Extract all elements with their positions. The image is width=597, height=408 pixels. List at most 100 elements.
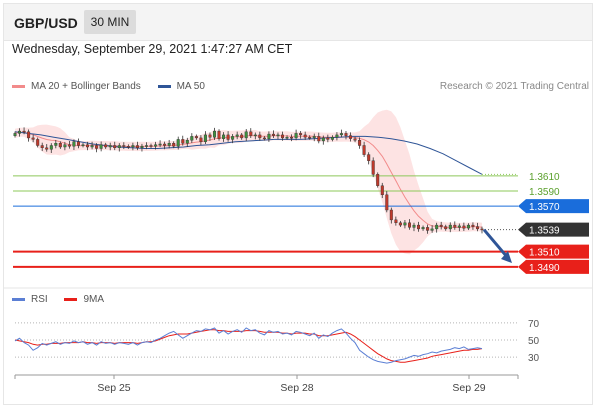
candle-body xyxy=(271,133,275,136)
candle-body xyxy=(81,144,85,146)
candle-body xyxy=(426,227,430,231)
candle-body xyxy=(126,146,130,148)
candle-body xyxy=(117,145,121,148)
candle-body xyxy=(226,134,230,140)
candle-body xyxy=(217,130,221,139)
candle-body xyxy=(330,136,334,140)
candle-body xyxy=(13,133,17,136)
rsi-level-label-50: 50 xyxy=(528,336,540,347)
level-label-resistance-1: 1.3590 xyxy=(529,187,560,198)
projection-arrow-head xyxy=(501,251,512,264)
candle-body xyxy=(294,133,298,139)
candle-body xyxy=(462,225,466,229)
projection-arrow-shaft xyxy=(482,228,510,260)
candle-body xyxy=(389,209,393,221)
last-price-tag xyxy=(518,222,589,237)
candle-body xyxy=(358,139,362,146)
candle-body xyxy=(380,185,384,195)
candle-body xyxy=(326,137,330,140)
candle-body xyxy=(67,144,71,147)
last-price-label: 1.3539 xyxy=(529,226,560,237)
candle-body xyxy=(457,225,461,228)
candle-body xyxy=(63,144,67,148)
candle-body xyxy=(349,135,353,139)
candle-body xyxy=(444,226,448,230)
candle-body xyxy=(317,136,321,142)
legend-rsi-swatch xyxy=(12,297,25,301)
legend-9ma-label: 9MA xyxy=(83,294,105,305)
candle-body xyxy=(398,222,402,226)
candle-body xyxy=(476,226,480,230)
candle-body xyxy=(231,136,235,140)
candle-body xyxy=(158,143,162,146)
legend-ma50-swatch xyxy=(157,84,171,88)
legend-rsi-label: RSI xyxy=(31,294,48,305)
candle-body xyxy=(208,134,212,138)
candle-body xyxy=(367,154,371,161)
candle-body xyxy=(140,146,144,149)
candle-body xyxy=(353,138,357,141)
candle-body xyxy=(58,142,62,148)
candle-body xyxy=(430,228,434,231)
legend-ma20-bollinger: MA 20 + Bollinger Bands xyxy=(12,81,141,92)
candle-body xyxy=(339,133,343,136)
candle-body xyxy=(471,224,475,227)
candle-body xyxy=(181,139,185,144)
level-tag-pivot-2 xyxy=(518,199,589,214)
timeframe-button[interactable]: 30 MIN xyxy=(84,10,136,34)
candle-body xyxy=(262,137,266,140)
chart-datetime: Wednesday, September 29, 2021 1:47:27 AM… xyxy=(12,42,293,56)
candle-body xyxy=(417,224,421,230)
candle-body xyxy=(240,134,244,139)
candle-body xyxy=(308,136,312,139)
candle-body xyxy=(190,136,194,141)
candle-body xyxy=(167,142,171,146)
candle-body xyxy=(466,224,470,229)
candle-body xyxy=(371,160,375,175)
candle-body xyxy=(54,142,58,146)
candle-body xyxy=(163,143,167,146)
candle-body xyxy=(244,131,248,139)
candle-body xyxy=(108,145,112,148)
candle-body xyxy=(435,224,439,230)
candle-body xyxy=(385,194,389,211)
level-label-support-4: 1.3510 xyxy=(529,248,560,259)
candle-body xyxy=(249,131,253,136)
legend-rsi: RSI xyxy=(12,294,48,305)
candle-body xyxy=(95,145,99,149)
candle-body xyxy=(281,134,285,139)
x-tick-label: Sep 25 xyxy=(97,382,130,394)
candle-body xyxy=(276,134,280,137)
candle-body xyxy=(135,145,139,148)
candle-body xyxy=(99,144,103,149)
legend-ma50: MA 50 xyxy=(157,81,205,92)
candle-body xyxy=(439,224,443,227)
candle-body xyxy=(154,144,158,147)
price-legend: MA 20 + Bollinger Bands MA 50 xyxy=(12,81,219,92)
candle-body xyxy=(376,174,380,186)
candle-body xyxy=(76,141,80,146)
header-bar: GBP/USD 30 MIN xyxy=(4,4,592,41)
candle-body xyxy=(72,141,76,147)
candle-body xyxy=(212,130,216,138)
candle-body xyxy=(344,133,348,136)
copyright-text: Research © 2021 Trading Central xyxy=(439,81,589,92)
level-tag-support-4 xyxy=(518,244,589,259)
candle-body xyxy=(131,145,135,148)
candle-body xyxy=(321,137,325,142)
candle-body xyxy=(36,139,40,146)
candle-body xyxy=(299,133,303,136)
candle-body xyxy=(172,142,176,147)
candle-body xyxy=(403,222,407,226)
level-tag-support-5 xyxy=(518,259,589,274)
candle-body xyxy=(85,144,89,148)
candle-body xyxy=(362,145,366,155)
candle-body xyxy=(480,228,484,231)
symbol-title: GBP/USD xyxy=(14,15,78,31)
bollinger-band xyxy=(15,109,482,255)
chart-frame: GBP/USD 30 MIN xyxy=(3,3,593,405)
candle-body xyxy=(18,130,22,134)
legend-ma20-label: MA 20 + Bollinger Bands xyxy=(31,81,141,92)
level-label-support-5: 1.3490 xyxy=(529,263,560,274)
